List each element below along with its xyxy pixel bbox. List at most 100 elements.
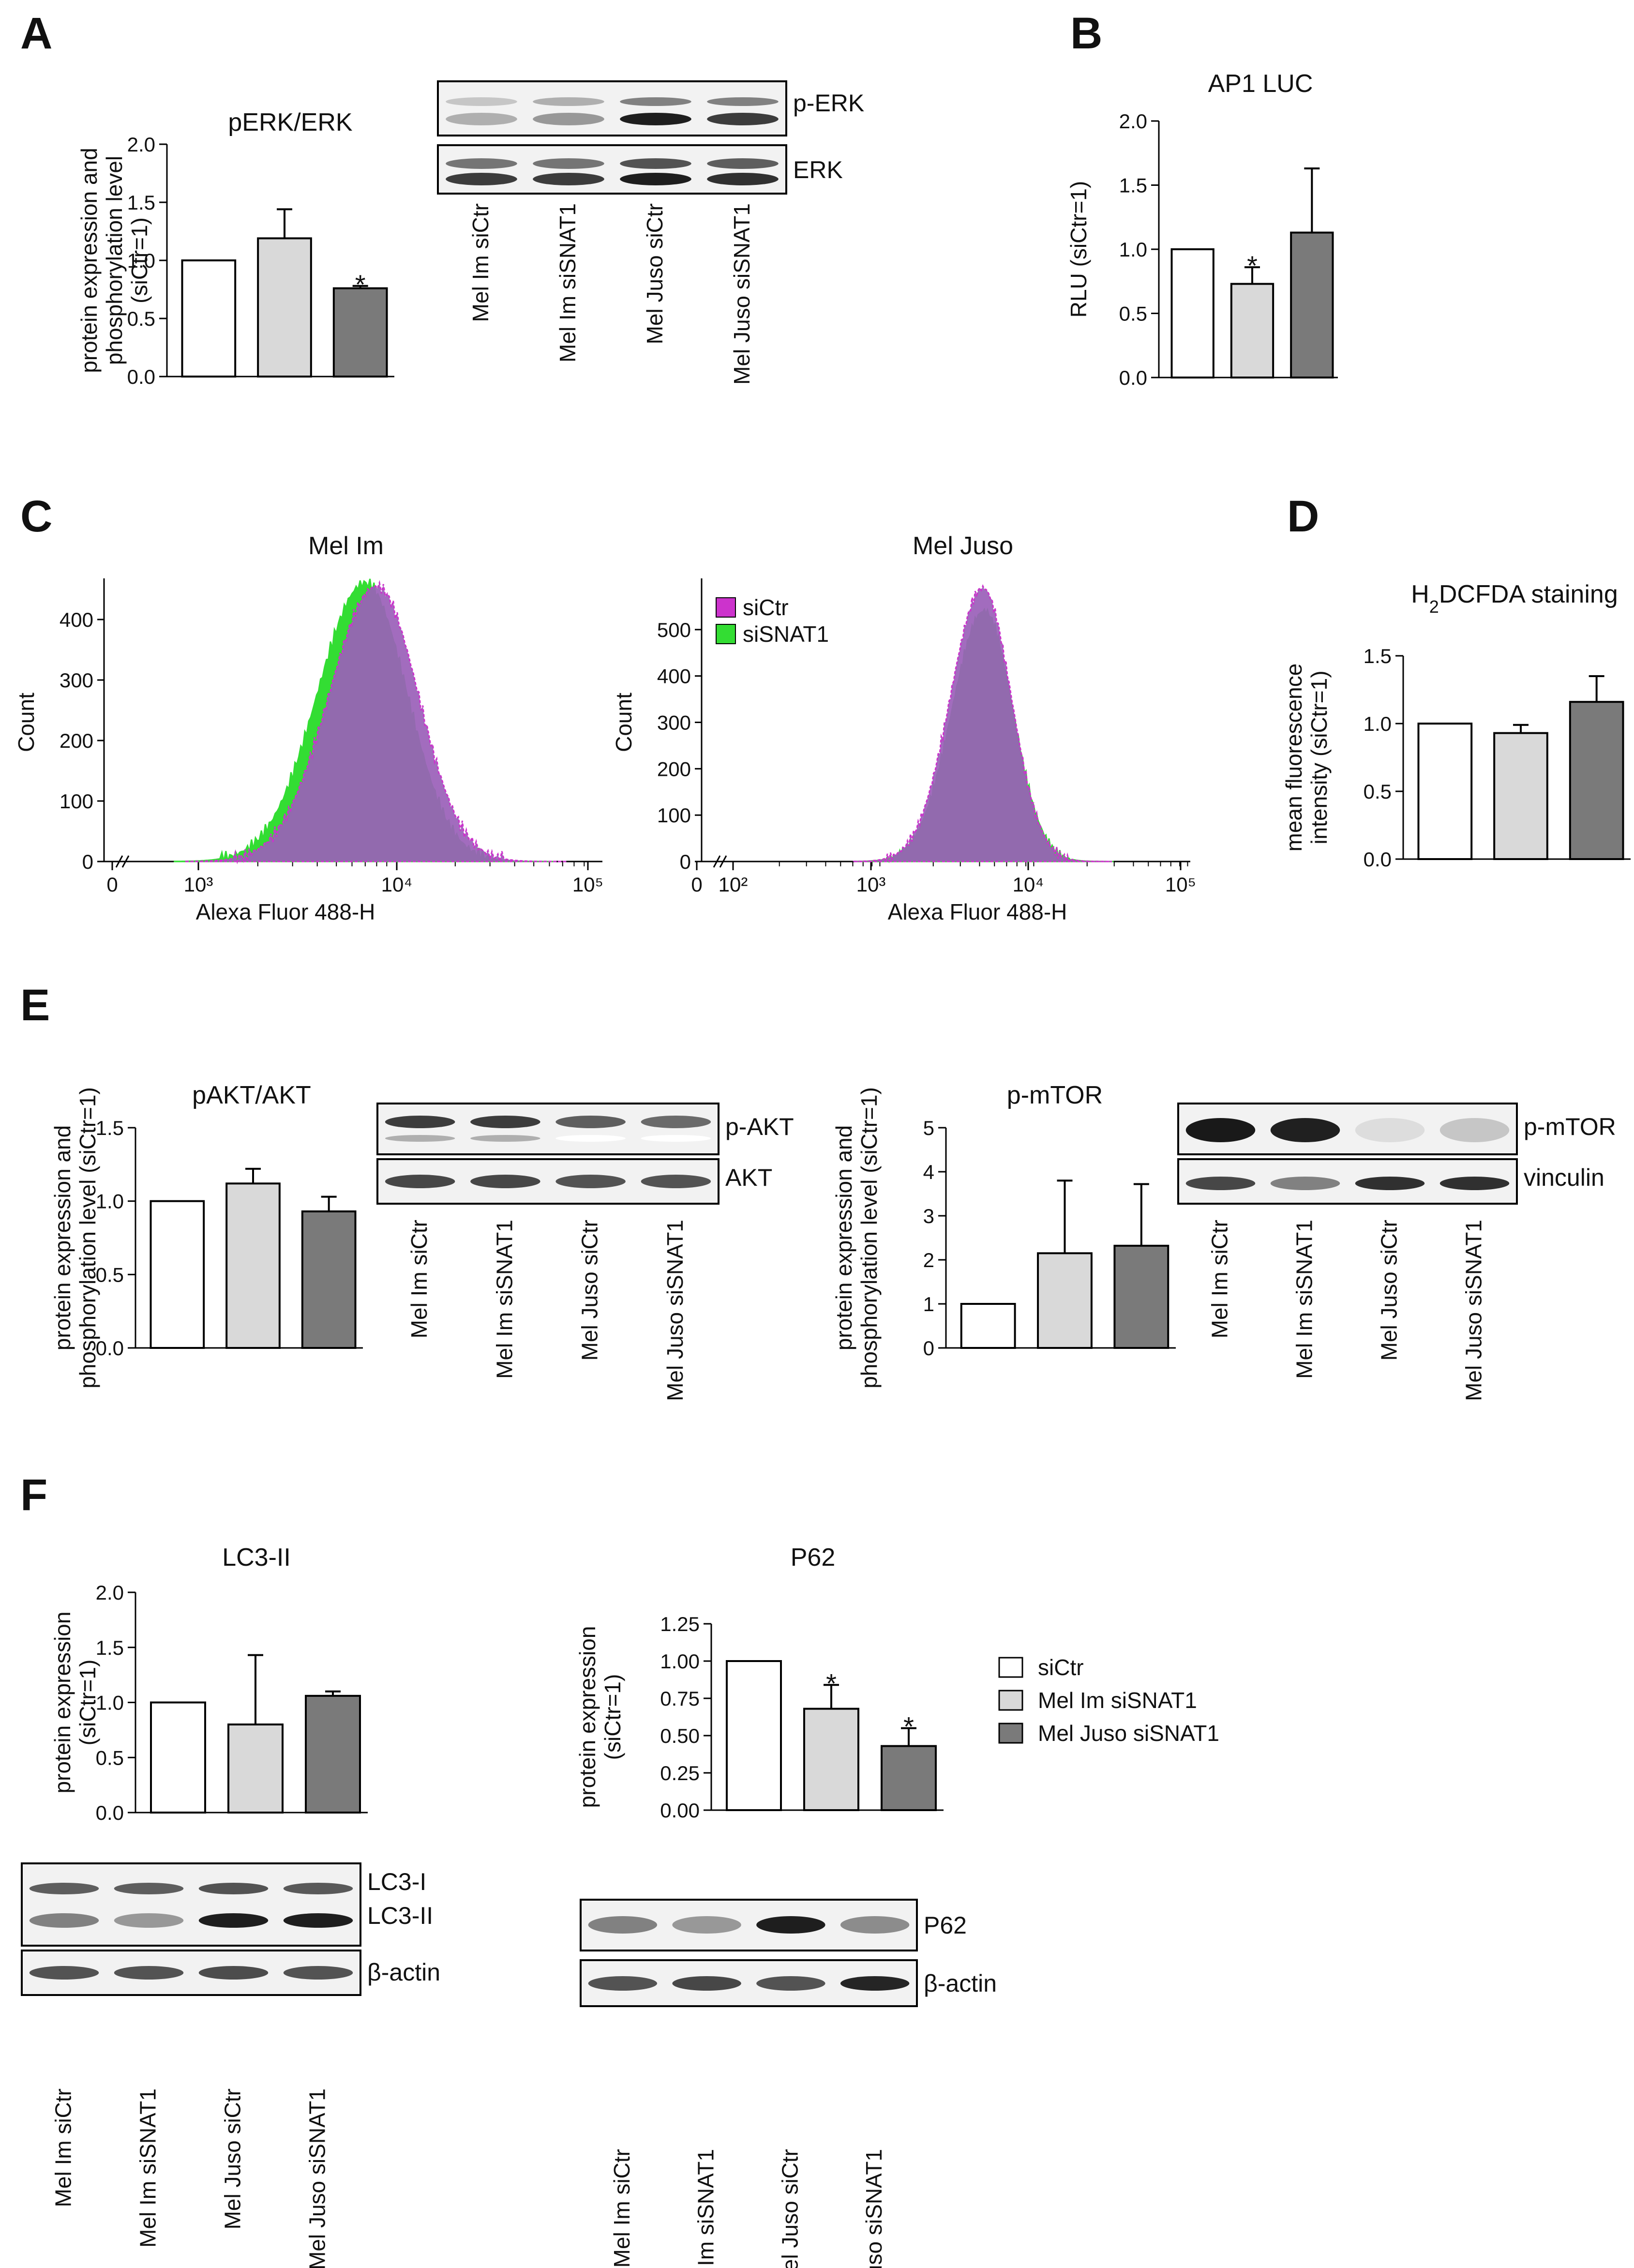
y-tick-label: 200 [60,729,93,752]
y-axis-label: (siCtr=1) [75,1660,100,1746]
blot-band [533,97,604,106]
bar [150,1200,205,1349]
blot-band [1270,1118,1340,1142]
lane-label: Mel Juso siCtr [777,2149,802,2268]
x-axis-label: Alexa Fluor 488-H [196,899,375,924]
lane-label: Mel Juso siCtr [1377,1220,1402,1361]
y-tick-label: 1.5 [1364,645,1392,667]
panel-letter-a: A [20,9,52,58]
chart-h2dcfda: H2DCFDA staining 0.0 0.5 1.0 1.5 mean fluores… [1281,580,1631,871]
histogram-mel-juso: Mel Juso 0 100 200 300 400 500 0 10² 10³ 10⁴ 10⁵ Ale… [611,532,1196,924]
lane-label: Mel Im siCtr [609,2149,634,2268]
chart-p62: P62 0.00 0.25 0.50 0.75 1.00 1.25 protein expre… [575,1543,944,1822]
panel-letter-c: C [20,492,52,541]
y-axis-label: (siCtr=1) [127,217,152,303]
blot-band [555,1116,626,1128]
blot-band [533,113,604,125]
y-axis-label: phosphorylation level (siCtr=1) [856,1087,882,1389]
blot-band [29,1966,99,1980]
y-axis-label: protein expression and [50,1125,75,1350]
legend-label: Mel Im siSNAT1 [1038,1688,1197,1713]
y-axis-label: intensity (siCtr=1) [1306,670,1332,844]
blot-band [198,1883,269,1894]
chart-title: pAKT/AKT [192,1081,311,1109]
y-tick-label: 100 [60,790,93,813]
lane-label: Mel Juso siSNAT1 [1461,1220,1486,1401]
bar [181,259,237,378]
blot-band [756,1976,825,1991]
blot-band [29,1913,99,1928]
legend-swatch [998,1690,1023,1711]
blot-band [446,158,517,169]
chart-perk-erk: pERK/ERK 0.0 0.5 1.0 1.5 2.0 protein expressio… [76,108,394,388]
y-tick-label: 1.5 [96,1117,124,1139]
y-tick-label: 0.0 [96,1337,124,1360]
blot-band [114,1883,184,1894]
blot-band [446,173,517,185]
x-tick-label: 10⁴ [1013,873,1044,896]
y-tick-label: 400 [60,608,93,631]
x-tick-label: 0 [691,873,702,896]
legend: siCtr Mel Im siSNAT1 Mel Juso siSNAT1 [998,1655,1219,1746]
blot-band [620,97,691,106]
panel-letter-d: D [1287,492,1319,541]
y-tick-label: 0.5 [1364,780,1392,803]
y-tick-label: 0 [680,850,691,873]
chart-title: LC3-II [222,1543,291,1572]
y-tick-label: 300 [60,669,93,692]
axis-break [713,855,721,868]
bar [257,237,312,378]
x-tick-label: 10⁴ [381,873,413,896]
blot-band [672,1916,741,1934]
blot-label: β-actin [367,1959,440,1986]
blot-band [620,173,691,185]
blot-label: LC3-II [367,1902,433,1929]
y-tick-label: 100 [657,804,691,827]
blot-band [588,1976,658,1991]
y-tick-label: 400 [657,665,691,688]
blot-band [283,1966,353,1980]
lane-label: Mel Juso siCtr [642,203,667,344]
y-axis-label: phosphorylation level [102,156,127,365]
bar [225,1182,281,1349]
y-axis-label: Count [611,693,636,752]
y-tick-label: 0.5 [1119,302,1147,325]
lane-label: Mel Juso siSNAT1 [729,203,754,385]
bar [1290,231,1334,378]
chart-title: H2DCFDA staining [1411,580,1618,617]
bar [1569,701,1624,860]
blot-band [555,1135,626,1142]
blot-band [588,1916,658,1934]
chart-title: Mel Juso [913,532,1013,560]
y-axis-label: Count [14,693,39,752]
blot-strip [1177,1158,1518,1205]
chart-title-part: H [1411,580,1429,608]
bar [332,287,388,378]
y-tick-label: 4 [923,1161,934,1183]
lane-label: Mel Juso siSNAT1 [305,2088,330,2268]
blot-band [385,1175,455,1188]
blot-erk: p-ERK ERK Mel Im siCtr Mel Im siSNAT1 Mel Ju… [437,80,864,385]
blot-band [470,1116,540,1128]
bar [227,1724,284,1814]
blot-band [620,113,691,125]
chart-title-part: DCFDA staining [1439,580,1618,608]
blot-label: p-mTOR [1524,1113,1616,1140]
y-axis-label: (siCtr=1) [600,1674,625,1760]
blot-band [385,1135,455,1142]
significance-star: * [1247,250,1258,281]
y-tick-label: 2 [923,1249,934,1271]
blot-label: AKT [725,1164,772,1191]
blot-band [283,1883,353,1894]
blot-strip [437,144,787,195]
blot-lc3: LC3-I LC3-II β-actin Mel Im siCtr Mel Im siS… [21,1862,440,2268]
y-axis-label: protein expression [575,1626,600,1808]
axis-break [121,855,130,868]
x-tick-label: 10⁵ [1165,873,1196,896]
chart-title: P62 [791,1543,836,1572]
histogram-sictr [853,584,1112,863]
y-tick-label: 500 [657,619,691,641]
blot-label: p-AKT [725,1113,794,1140]
lane-label: Mel Im siSNAT1 [555,203,580,363]
bar [150,1701,206,1814]
